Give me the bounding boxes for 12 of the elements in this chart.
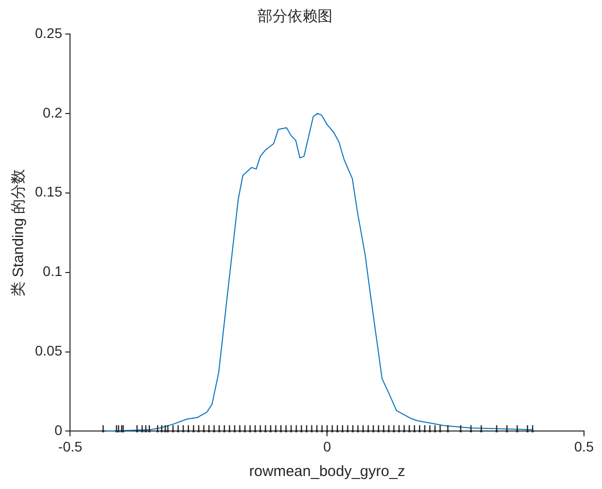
chart-title: 部分依赖图 <box>258 8 332 26</box>
x-tick-label: 0.5 <box>574 438 594 454</box>
y-tick-label: 0.05 <box>35 342 62 359</box>
y-tick-label: 0 <box>54 422 62 438</box>
y-tick-label: 0.25 <box>35 24 62 41</box>
y-tick-label: 0.1 <box>42 263 62 280</box>
x-tick-label: 0 <box>323 438 332 454</box>
y-tick-label: 0.2 <box>42 104 62 120</box>
y-axis-title: 类 Standing 的分数 <box>10 168 28 296</box>
x-tick-label: -0.5 <box>58 438 83 454</box>
y-tick-label: 0.15 <box>35 184 62 200</box>
x-axis-title: rowmean_body_gyro_z <box>249 463 406 480</box>
